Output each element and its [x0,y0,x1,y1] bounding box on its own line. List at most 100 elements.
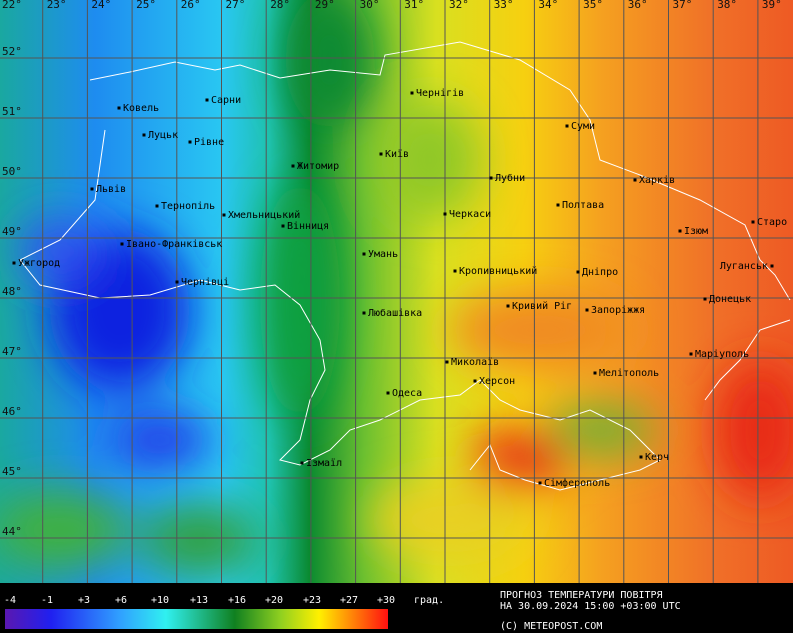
longitude-label: 32° [449,0,469,11]
city-label: Львів [96,183,126,195]
city-label: Івано-Франківськ [126,238,222,250]
footer-title: ПРОГНОЗ ТЕМПЕРАТУРИ ПОВІТРЯ [500,590,663,601]
city-dot [703,297,707,301]
city-dot [639,455,643,459]
longitude-label: 28° [270,0,290,11]
footer-copyright: (C) METEOPOST.COM [500,621,602,632]
longitude-label: 36° [628,0,648,11]
city-dot [770,264,774,268]
latitude-label: 49° [2,225,22,238]
city-dot [443,212,447,216]
city-dot [678,229,682,233]
city-label: Керч [645,452,669,463]
latitude-label: 45° [2,465,22,478]
longitude-label: 33° [494,0,514,11]
latitude-label: 48° [2,285,22,298]
city-label: Кропивницький [459,265,537,277]
latitude-label: 50° [2,165,22,178]
color-scale [5,609,388,629]
longitude-label: 37° [673,0,693,11]
city-label: Рівне [194,136,224,148]
city-dot [12,261,16,265]
latitude-label: 44° [2,525,22,538]
city-label: Херсон [479,376,515,387]
city-label: Ужгород [18,258,60,269]
legend-tick-label: -1 [41,595,53,606]
legend-tick-label: +23 [303,595,321,606]
city-label: Київ [385,149,409,160]
legend-tick-label: +20 [265,595,283,606]
city-dot [576,270,580,274]
city-dot [300,461,304,465]
city-dot [90,187,94,191]
city-dot [473,379,477,383]
city-label: Кривий Ріг [512,300,572,312]
city-dot [188,140,192,144]
legend-tick-label: +16 [228,595,246,606]
city-dot [585,308,589,312]
city-label: Хмельницький [228,209,300,221]
longitude-label: 30° [360,0,380,11]
legend-tick-label: +13 [190,595,208,606]
city-label: Сімферополь [544,477,610,489]
longitude-label: 29° [315,0,335,11]
city-label: Чернігів [416,87,464,99]
latitude-label: 46° [2,405,22,418]
city-label: Ковель [123,103,159,114]
city-label: Черкаси [449,209,491,220]
longitude-label: 31° [404,0,424,11]
city-dot [689,352,693,356]
city-dot [538,481,542,485]
city-label: Луцьк [148,130,178,141]
legend-tick-label: +10 [151,595,169,606]
city-label: Вінниця [287,220,329,232]
city-label: Харків [639,174,675,186]
city-label: Донецьк [709,294,751,305]
city-dot [222,213,226,217]
longitude-label: 34° [538,0,558,11]
legend-tick-label: +30 [377,595,395,606]
city-label: Старо [757,217,787,228]
city-dot [565,124,569,128]
legend-tick-label: +6 [115,595,127,606]
city-label: Чернівці [181,276,229,288]
city-label: Маріуполь [695,348,749,360]
city-dot [453,269,457,273]
latitude-label: 47° [2,345,22,358]
city-dot [410,91,414,95]
city-dot [291,164,295,168]
city-dot [120,242,124,246]
longitude-label: 23° [47,0,67,11]
city-label: Запоріжжя [591,304,645,316]
legend-unit: град. [414,595,444,606]
city-dot [506,304,510,308]
city-dot [445,360,449,364]
city-label: Любашівка [368,307,422,319]
latitude-label: 52° [2,45,22,58]
city-dot [155,204,159,208]
city-label: Сарни [211,95,241,106]
longitude-label: 24° [91,0,111,11]
grid [0,0,793,583]
city-label: Луганськ [720,261,768,272]
city-label: Полтава [562,200,604,211]
city-label: Дніпро [582,266,618,278]
longitude-label: 25° [136,0,156,11]
longitude-label: 39° [762,0,782,11]
city-dot [379,152,383,156]
city-label: Суми [571,121,595,132]
city-label: Тернопіль [161,200,215,212]
city-dot [205,98,209,102]
city-label: Ізмаїл [306,458,342,469]
legend-tick-label: +27 [340,595,358,606]
longitude-label: 35° [583,0,603,11]
city-dot [142,133,146,137]
legend-tick-label: -4 [4,595,16,606]
city-dot [175,280,179,284]
city-dot [593,371,597,375]
longitude-label: 38° [717,0,737,11]
city-label: Житомир [297,161,339,172]
city-label: Мелітополь [599,367,659,379]
legend-tick-label: +3 [78,595,90,606]
